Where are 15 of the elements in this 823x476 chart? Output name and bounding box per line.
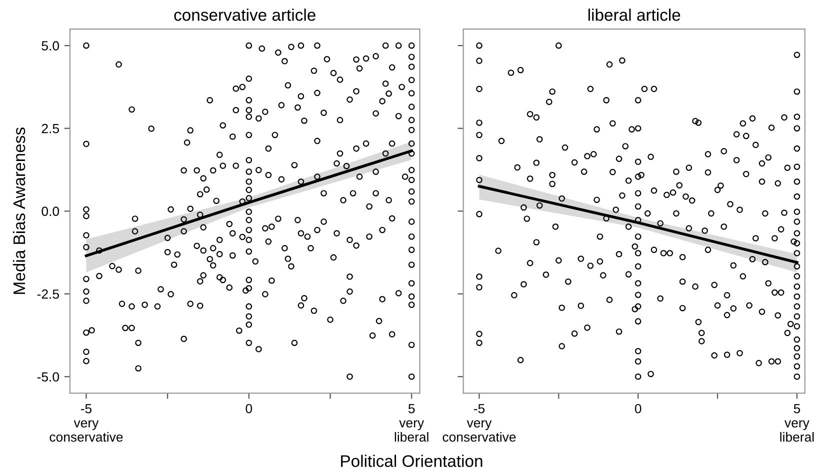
chart-title: conservative article [174, 8, 316, 21]
y-tick-label: -2.5 [37, 289, 59, 299]
x-axis-title: Political Orientation [341, 454, 482, 467]
chart-title: liberal article [588, 8, 680, 21]
x-tick-label: 0 [246, 404, 252, 414]
y-tick-label: -5.0 [37, 372, 60, 382]
y-tick-label: 5.0 [42, 41, 60, 50]
x-tick-label: 5 very liberal [780, 404, 814, 442]
x-tick-label: -5 very conservative [442, 404, 516, 442]
y-tick-label: 0.0 [42, 206, 60, 216]
x-tick-label: 0 [634, 404, 642, 414]
y-axis-title: Media Bias Awareness [12, 128, 26, 294]
x-tick-label: -5 very conservative [50, 404, 123, 442]
y-tick-label: 2.5 [42, 124, 59, 134]
x-tick-label: 5 very liberal [394, 404, 428, 442]
